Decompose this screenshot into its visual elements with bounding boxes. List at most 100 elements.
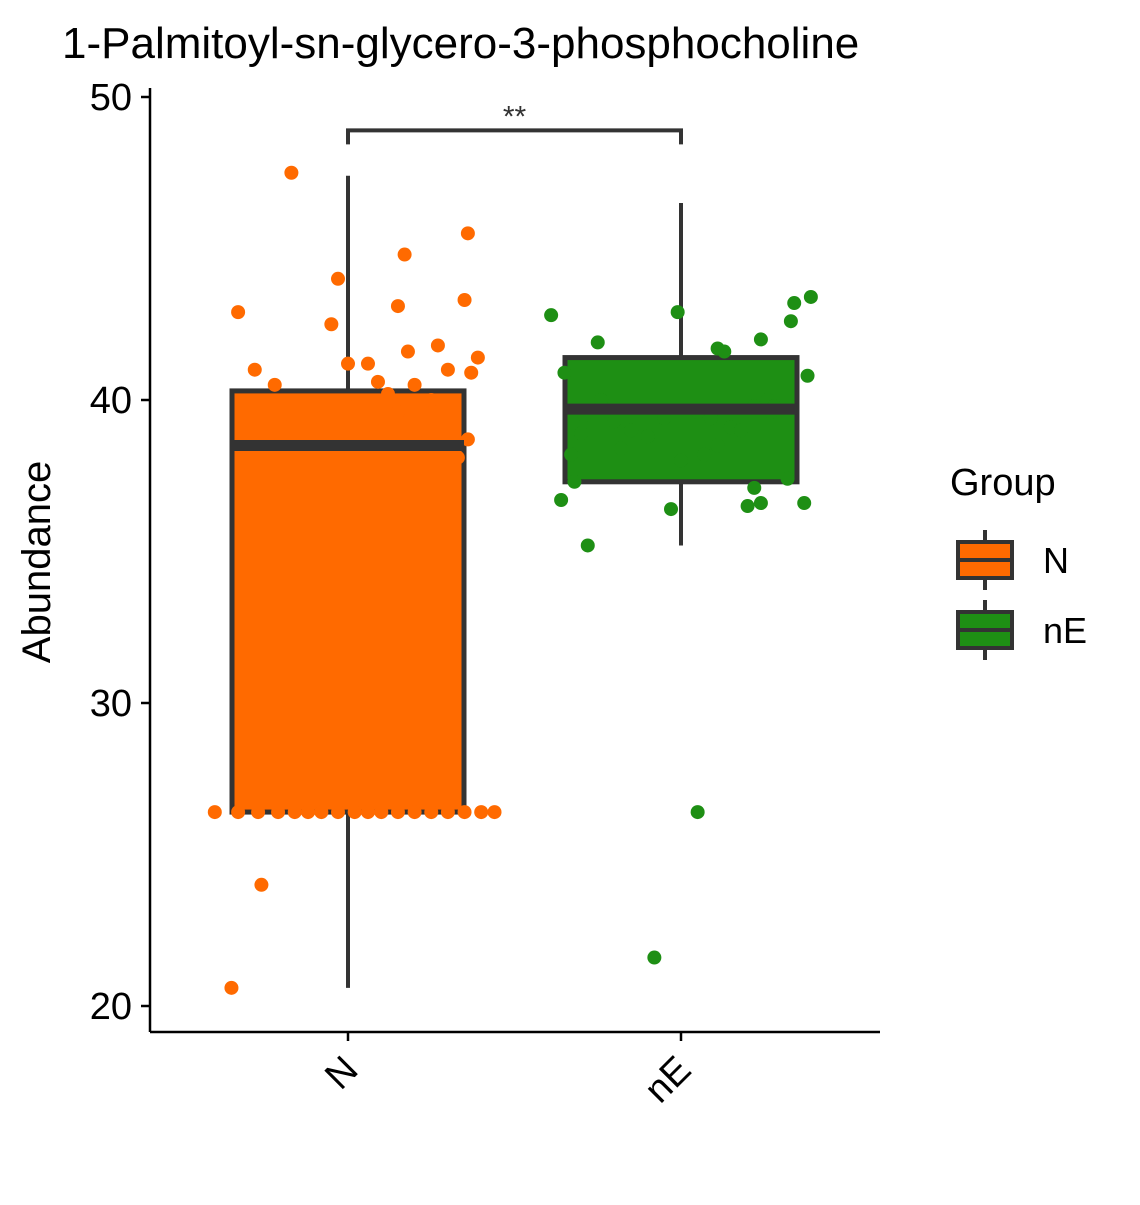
data-point-ne (670, 305, 685, 320)
x-tick-label: N (317, 1049, 366, 1098)
data-point-ne (797, 496, 812, 511)
y-axis-title: Abundance (15, 461, 59, 663)
data-point-n (374, 805, 389, 820)
data-point-n (254, 877, 269, 892)
data-point-n (207, 805, 222, 820)
data-point-n (377, 414, 392, 429)
data-point-n (450, 450, 465, 465)
data-point-n (370, 374, 385, 389)
data-point-ne (554, 492, 569, 507)
data-point-n (360, 356, 375, 371)
legend-title: Group (950, 462, 1056, 504)
chart-title: 1-Palmitoyl-sn-glycero-3-phosphocholine (62, 19, 859, 68)
data-point-n (390, 805, 405, 820)
x-tick-label: nE (637, 1049, 700, 1112)
data-point-n (367, 429, 382, 444)
data-point-ne (664, 502, 679, 517)
data-point-ne (614, 441, 629, 456)
data-point-n (350, 396, 365, 411)
legend: Group NnE (950, 462, 1087, 660)
data-point-ne (803, 289, 818, 304)
data-point-n (430, 338, 445, 353)
data-point-ne (564, 447, 579, 462)
data-point-n (347, 805, 362, 820)
data-point-n (267, 377, 282, 392)
data-point-n (380, 386, 395, 401)
significance-label: ** (503, 100, 527, 133)
data-point-n (440, 805, 455, 820)
data-point-n (390, 405, 405, 420)
data-point-n (281, 420, 296, 435)
data-point-n (457, 293, 472, 308)
data-point-ne (800, 368, 815, 383)
data-point-n (407, 805, 422, 820)
data-point-ne (607, 414, 622, 429)
y-tick-label: 20 (90, 986, 132, 1028)
data-point-n (474, 805, 489, 820)
data-point-n (440, 362, 455, 377)
data-point-n (397, 247, 412, 262)
data-point-ne (703, 411, 718, 426)
significance-bracket (346, 128, 683, 145)
data-point-n (424, 393, 439, 407)
plot-area: 20 30 40 50 N nE ** (90, 77, 880, 1111)
data-point-n (407, 377, 422, 392)
y-tick-label: 50 (90, 77, 132, 119)
y-tick-label: 30 (90, 683, 132, 725)
data-point-ne (590, 335, 605, 350)
data-point-n (271, 805, 286, 820)
data-point-ne (697, 447, 712, 462)
data-point-n (301, 805, 316, 820)
data-point-ne (690, 805, 705, 820)
data-point-ne (783, 314, 798, 329)
data-point-n (284, 165, 299, 180)
data-point-n (341, 356, 355, 371)
data-point-n (314, 805, 329, 820)
data-point-n (231, 805, 246, 820)
data-point-ne (567, 474, 582, 489)
data-point-n (460, 432, 475, 447)
data-point-n (417, 423, 432, 438)
data-point-ne (753, 496, 768, 511)
data-point-n (360, 805, 375, 820)
data-point-n (224, 980, 239, 995)
data-point-ne (544, 308, 559, 323)
data-point-ne (740, 499, 755, 514)
data-point-ne (640, 429, 655, 444)
data-point-n (331, 805, 346, 820)
data-point-n (460, 226, 475, 241)
data-point-ne (557, 365, 572, 380)
data-point-ne (657, 411, 672, 426)
data-point-ne (717, 344, 732, 359)
data-point-n (457, 805, 472, 820)
data-point-ne (733, 423, 748, 438)
data-point-ne (780, 471, 795, 486)
data-point-ne (787, 296, 802, 311)
data-point-ne (594, 393, 609, 407)
data-point-n (314, 411, 329, 426)
data-point-ne (674, 453, 688, 468)
data-point-n (470, 350, 485, 365)
data-point-n (247, 362, 262, 377)
box-n (229, 388, 467, 815)
data-point-n (390, 299, 405, 314)
data-point-ne (753, 332, 768, 347)
data-point-n (464, 365, 479, 380)
legend-label-n: N (1043, 540, 1069, 581)
data-point-n (331, 271, 346, 286)
data-point-n (487, 805, 502, 820)
data-point-ne (747, 480, 762, 495)
data-point-n (424, 805, 439, 820)
data-point-n (400, 344, 415, 359)
data-point-n (324, 317, 339, 332)
legend-label-ne: nE (1043, 610, 1087, 651)
data-point-ne (624, 423, 639, 438)
data-point-ne (580, 538, 595, 553)
data-point-ne (647, 950, 662, 965)
data-point-n (231, 305, 246, 320)
y-tick-label: 40 (90, 380, 132, 422)
data-point-n (287, 805, 302, 820)
data-point-ne (574, 426, 589, 441)
